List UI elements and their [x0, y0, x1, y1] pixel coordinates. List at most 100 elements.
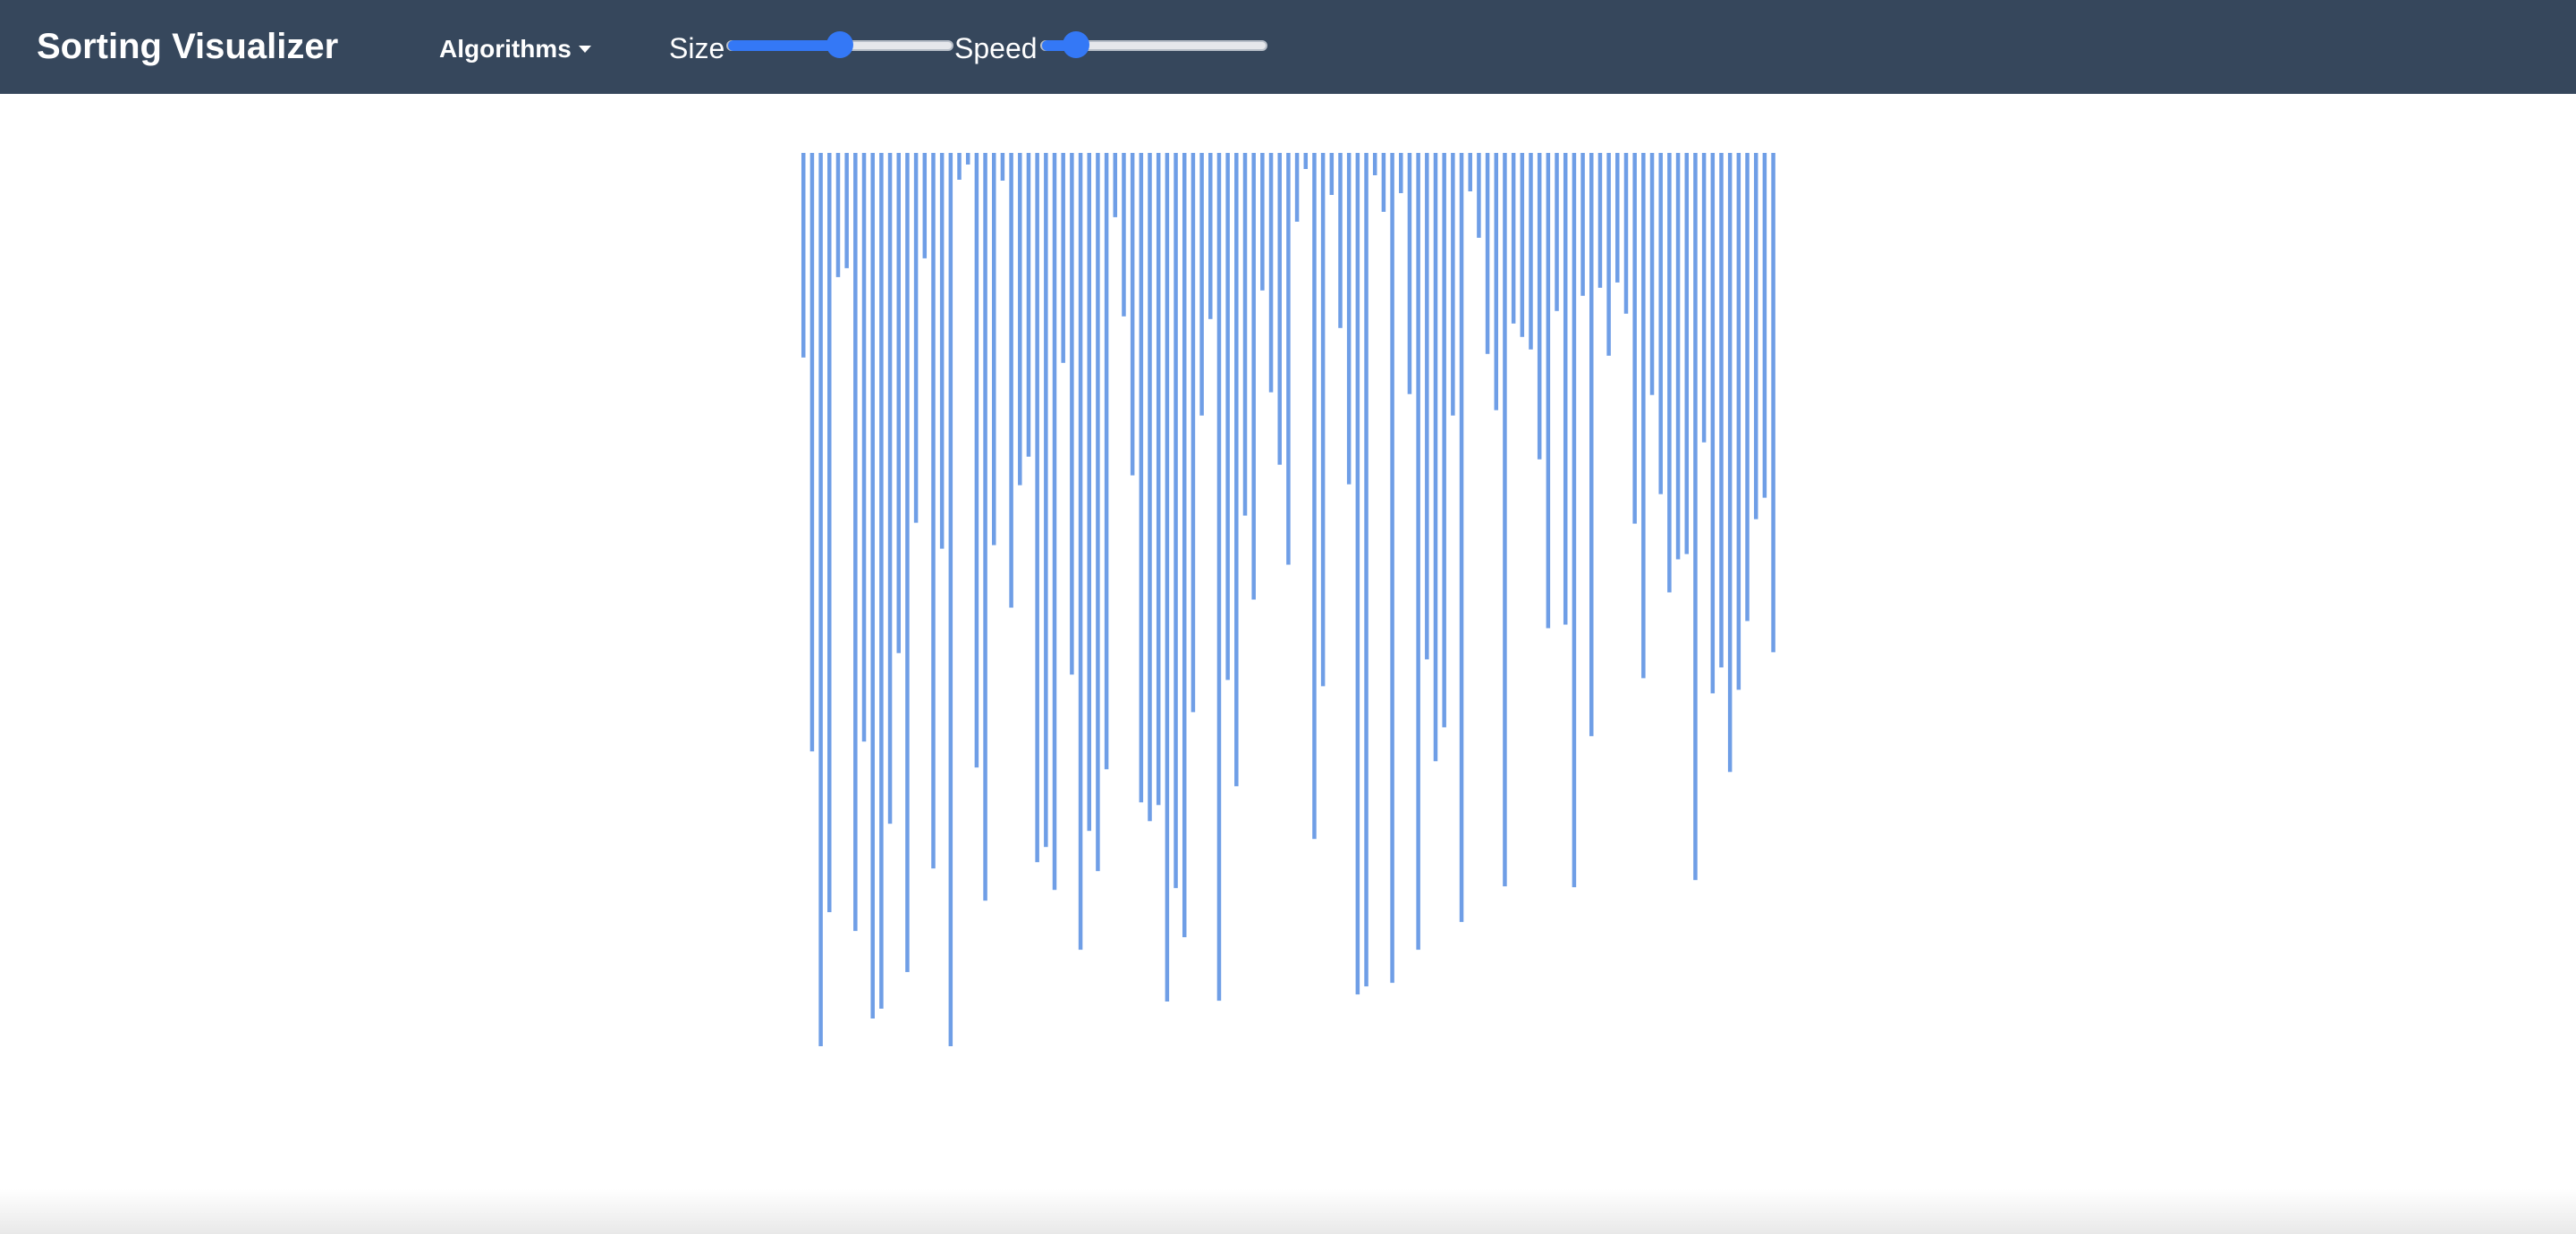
size-slider-thumb[interactable]	[826, 31, 853, 58]
size-slider[interactable]	[726, 31, 953, 58]
array-bar	[1251, 153, 1256, 600]
array-bar	[1225, 153, 1230, 680]
app-title[interactable]: Sorting Visualizer	[37, 27, 339, 66]
algorithms-label: Algorithms	[439, 35, 572, 63]
array-bar	[1520, 153, 1525, 337]
array-bar	[1736, 153, 1741, 690]
array-bar	[1451, 153, 1455, 416]
array-bar	[1745, 153, 1750, 621]
array-bar	[1623, 153, 1629, 314]
array-bar	[1433, 153, 1438, 762]
array-bar	[931, 153, 936, 869]
array-bar	[1122, 153, 1126, 317]
array-bar	[948, 153, 953, 1046]
array-bar	[1537, 153, 1542, 460]
array-bar	[1260, 153, 1265, 291]
array-bar	[1580, 153, 1585, 296]
speed-label: Speed	[954, 32, 1038, 64]
array-bar	[1035, 153, 1039, 863]
array-bar	[887, 153, 893, 824]
array-bar	[1052, 153, 1057, 891]
array-bar	[1649, 153, 1655, 395]
array-bar	[1727, 153, 1733, 773]
array-bar	[835, 153, 841, 277]
array-bar	[827, 153, 832, 913]
array-bar	[1606, 153, 1611, 356]
array-bar	[1199, 153, 1204, 416]
array-bar	[1477, 153, 1481, 238]
bottom-shadow	[0, 1189, 2576, 1234]
array-bar	[1667, 153, 1672, 593]
array-bar	[1355, 153, 1360, 995]
array-bar	[1511, 153, 1516, 324]
array-bar	[1615, 153, 1620, 283]
array-bar	[1104, 153, 1109, 770]
array-bar	[1191, 153, 1196, 713]
array-bar	[1130, 153, 1135, 476]
array-bar	[1364, 153, 1368, 987]
array-bar	[1070, 153, 1074, 675]
chevron-down-icon	[578, 46, 591, 53]
array-bar	[1208, 153, 1213, 319]
array-bar	[1338, 153, 1343, 328]
speed-slider-thumb[interactable]	[1063, 31, 1089, 58]
array-bar	[913, 153, 919, 523]
array-bar	[1174, 153, 1178, 889]
array-bar	[1407, 153, 1412, 394]
array-bar	[1096, 153, 1100, 872]
array-bar	[1684, 153, 1689, 554]
array-bar	[1675, 153, 1681, 560]
array-bar	[1597, 153, 1603, 288]
algorithms-dropdown[interactable]: Algorithms	[439, 32, 591, 66]
array-bar	[1346, 153, 1352, 485]
array-bar	[1320, 153, 1326, 687]
array-bar	[1000, 153, 1005, 181]
array-bar	[1563, 153, 1568, 625]
array-bar	[1078, 153, 1083, 951]
array-bar	[1303, 153, 1309, 169]
array-bar	[1044, 153, 1048, 848]
array-bar	[1485, 153, 1490, 354]
array-bar	[1399, 153, 1403, 193]
array-bar	[1468, 153, 1472, 191]
array-bar	[1242, 153, 1248, 516]
array-bar	[853, 153, 858, 932]
array-bar	[991, 153, 996, 545]
array-bar	[1632, 153, 1637, 524]
array-bar	[1546, 153, 1551, 629]
array-bar	[1658, 153, 1663, 494]
array-bar	[1182, 153, 1187, 938]
array-bar	[1390, 153, 1394, 984]
array-bar	[1719, 153, 1724, 668]
array-bar	[1113, 153, 1118, 217]
array-bar	[1762, 153, 1767, 498]
size-label: Size	[669, 32, 725, 64]
array-bar	[1139, 153, 1144, 803]
array-bar	[1329, 153, 1335, 195]
array-bar	[957, 153, 962, 180]
array-bar	[939, 153, 945, 549]
array-bar	[1381, 153, 1386, 212]
array-bar	[1268, 153, 1274, 393]
array-bar	[844, 153, 849, 268]
array-bar	[1459, 153, 1464, 923]
size-slider-fill	[728, 40, 840, 51]
array-bar	[1494, 153, 1499, 410]
array-bar	[1061, 153, 1065, 363]
array-bar	[1216, 153, 1222, 1002]
speed-slider[interactable]	[1040, 31, 1267, 58]
array-bar	[1572, 153, 1577, 888]
array-bar	[1372, 153, 1377, 175]
array-bar	[879, 153, 884, 1009]
array-bar	[905, 153, 910, 973]
array-bar	[1555, 153, 1559, 311]
array-bar	[1277, 153, 1282, 465]
array-bar	[965, 153, 970, 165]
array-bar	[1312, 153, 1317, 840]
array-bar	[809, 153, 815, 752]
array-bar	[1771, 153, 1775, 653]
array-bar	[1156, 153, 1161, 806]
array-bar	[1087, 153, 1091, 832]
array-bar	[983, 153, 987, 901]
